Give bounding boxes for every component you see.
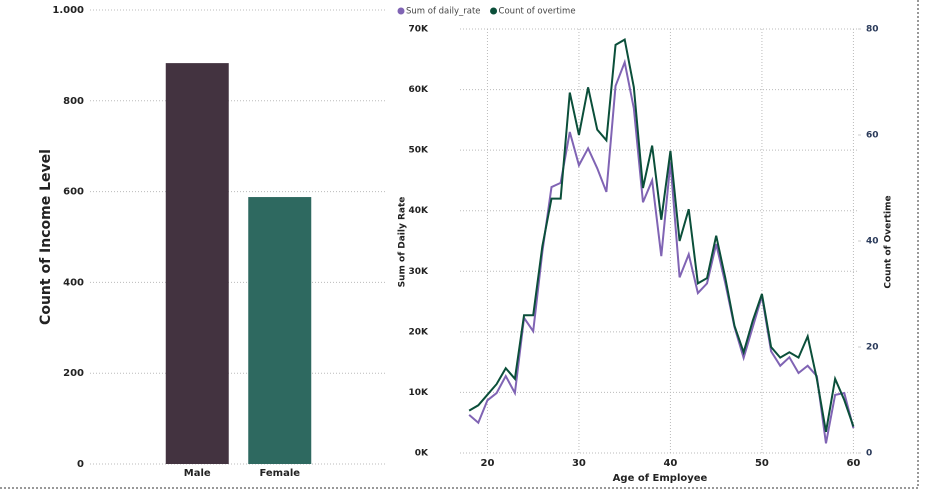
x-tick-label: 40 [663,458,677,469]
line [468,58,855,444]
legend-marker [490,7,498,15]
y-tick-label: 30K [409,267,430,277]
y-axis-title: Count of Income Level [38,149,54,325]
x-tick-label: Male [184,468,211,479]
bar [165,63,229,464]
legend-label: Count of overtime [499,7,576,17]
x-tick-label: 20 [480,458,494,469]
y-tick-label: 60K [409,85,430,95]
x-tick-label: 60 [846,458,860,469]
y-axis-title: Sum of Daily Rate [398,197,408,288]
y-tick-label: 20K [409,327,430,337]
y2-axis-title: Count of Overtime [884,195,894,288]
y2-tick-label: 80 [866,25,879,35]
y-tick-label: 40K [409,206,430,216]
y-tick-label: 10K [409,388,430,398]
y-tick-label: 70K [409,25,430,35]
y2-tick-label: 60 [866,131,879,141]
y-tick-label: 0 [77,459,84,470]
y-tick-label: 200 [63,368,84,379]
y-tick-label: 600 [63,187,84,198]
x-tick-label: 30 [572,458,586,469]
legend-label: Sum of daily_rate [406,7,481,17]
y-tick-label: 50K [409,146,430,156]
y-tick-label: 0K [415,449,429,459]
x-tick-label: Female [259,468,300,479]
y2-tick-label: 40 [866,237,879,247]
x-tick-label: 50 [755,458,769,469]
y2-tick-label: 20 [866,343,879,353]
x-axis-title: Age of Employee [613,473,708,484]
y-tick-label: 800 [63,96,84,107]
bar [248,197,312,464]
line [468,38,855,432]
legend-marker [397,7,405,15]
y-tick-label: 1.000 [52,5,84,16]
y2-tick-label: 0 [866,449,872,459]
y-tick-label: 400 [63,277,84,288]
